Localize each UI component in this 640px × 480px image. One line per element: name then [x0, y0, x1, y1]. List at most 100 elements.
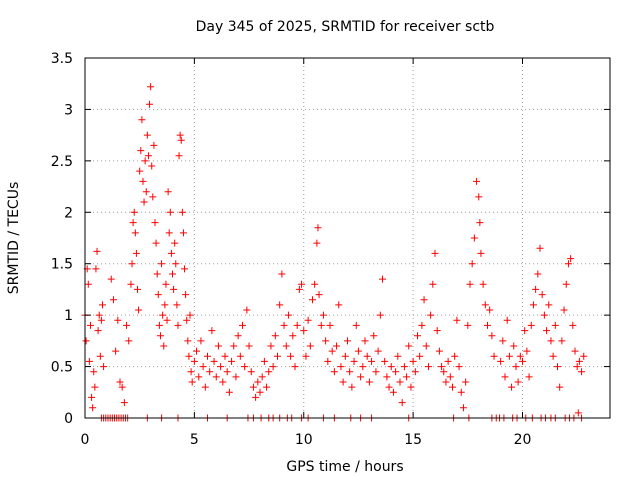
data-point: [90, 368, 98, 376]
data-point: [389, 388, 397, 396]
data-point: [187, 368, 195, 376]
data-point: [178, 208, 186, 216]
y-tick-label: 1: [64, 308, 73, 324]
data-point: [137, 147, 145, 155]
data-point: [330, 368, 338, 376]
data-point: [252, 393, 260, 401]
data-point: [298, 280, 306, 288]
y-axis-label: SRMTID / TECUs: [6, 182, 22, 295]
data-point: [484, 321, 491, 329]
data-point: [295, 285, 303, 293]
data-point: [451, 352, 459, 360]
data-point: [97, 316, 105, 324]
data-point: [254, 378, 262, 386]
data-point: [398, 399, 406, 407]
chart-title: Day 345 of 2025, SRMTID for receiver sct…: [196, 19, 495, 35]
data-point: [354, 347, 362, 355]
data-point: [161, 301, 169, 309]
data-point: [195, 373, 203, 381]
data-point: [431, 249, 439, 257]
data-point: [146, 100, 154, 108]
data-point: [314, 224, 322, 232]
data-point: [476, 219, 484, 227]
x-tick-label: 5: [190, 432, 199, 448]
data-point: [197, 337, 205, 345]
data-point: [217, 363, 225, 371]
data-point: [394, 352, 402, 360]
y-tick-label: 3: [64, 102, 73, 118]
data-point: [407, 383, 415, 391]
data-point: [379, 275, 386, 283]
data-point: [527, 321, 535, 329]
data-point: [177, 136, 185, 144]
data-point: [158, 260, 166, 268]
data-point: [236, 352, 244, 360]
data-point: [269, 363, 277, 371]
data-point: [151, 219, 159, 227]
data-point: [241, 363, 249, 371]
data-point: [114, 316, 122, 324]
data-point: [212, 373, 220, 381]
data-point: [521, 327, 529, 335]
data-point: [86, 321, 94, 329]
data-point: [523, 347, 531, 355]
data-point: [223, 368, 231, 376]
data-point: [497, 357, 505, 365]
data-point: [304, 316, 312, 324]
data-point: [547, 337, 555, 345]
data-point: [422, 342, 430, 350]
data-point: [160, 342, 168, 350]
data-point: [352, 321, 360, 329]
data-point: [433, 327, 441, 335]
data-point: [435, 347, 443, 355]
data-point: [92, 265, 100, 273]
data-point: [575, 357, 583, 365]
data-point: [403, 373, 411, 381]
data-point: [221, 352, 229, 360]
y-tick-label: 3.5: [51, 51, 73, 67]
data-point: [163, 316, 171, 324]
data-point: [361, 337, 369, 345]
data-point: [289, 332, 297, 340]
data-point: [453, 316, 461, 324]
data-point: [234, 332, 242, 340]
data-point: [416, 352, 424, 360]
data-point: [175, 152, 183, 160]
data-point: [348, 383, 356, 391]
data-point: [164, 188, 172, 196]
data-point: [540, 311, 548, 319]
data-point: [359, 363, 367, 371]
data-point: [271, 332, 279, 340]
data-point: [82, 337, 90, 345]
data-point: [387, 363, 395, 371]
data-point: [181, 265, 189, 273]
data-point: [91, 383, 99, 391]
data-point: [573, 363, 581, 371]
data-point: [125, 337, 133, 345]
data-point: [210, 357, 218, 365]
x-tick-label: 0: [81, 432, 90, 448]
data-point: [317, 321, 325, 329]
data-point: [335, 301, 343, 309]
data-point: [311, 280, 319, 288]
data-point: [136, 167, 144, 175]
data-point: [357, 373, 365, 381]
data-point: [427, 311, 435, 319]
data-point: [536, 244, 544, 252]
data-point: [284, 311, 292, 319]
data-point: [99, 301, 106, 309]
data-point: [225, 388, 233, 396]
data-point: [551, 321, 559, 329]
data-point: [153, 270, 161, 278]
data-point: [208, 327, 216, 335]
data-point: [139, 177, 147, 185]
data-point: [142, 188, 150, 196]
data-point: [580, 352, 588, 360]
data-point: [128, 260, 136, 268]
data-point: [154, 291, 162, 299]
data-point: [468, 260, 476, 268]
data-point: [165, 229, 173, 237]
data-point: [510, 342, 518, 350]
data-point: [201, 383, 209, 391]
